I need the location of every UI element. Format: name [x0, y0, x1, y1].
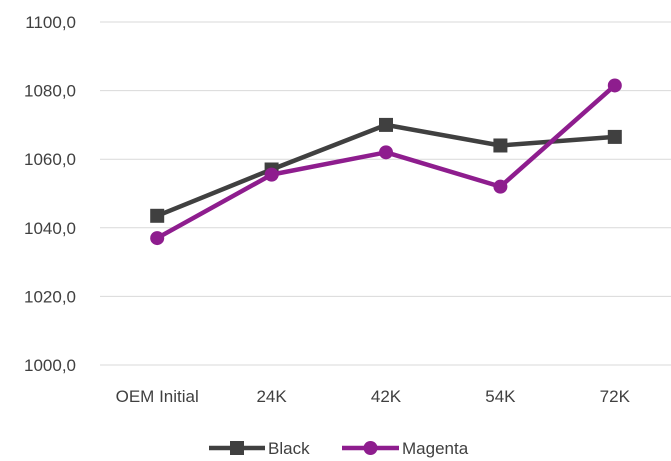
- series-magenta: [150, 78, 622, 246]
- data-point-black: [379, 117, 393, 132]
- legend-marker-magenta: [363, 441, 378, 455]
- data-point-black: [493, 138, 508, 153]
- x-tick-label: 24K: [256, 387, 287, 406]
- series-black: [150, 117, 622, 223]
- y-tick-label: 1000,0: [24, 356, 76, 375]
- y-tick-label: 1040,0: [24, 219, 76, 238]
- series-lines: [150, 78, 622, 246]
- y-tick-label: 1100,0: [25, 13, 76, 32]
- legend-marker-black: [230, 441, 244, 455]
- series-line-magenta: [156, 83, 617, 241]
- legend-item-magenta: Magenta: [342, 439, 469, 458]
- y-tick-label: 1060,0: [24, 150, 76, 169]
- x-tick-label: OEM Initial: [116, 387, 199, 406]
- data-point-magenta: [264, 167, 279, 182]
- y-tick-label: 1080,0: [24, 82, 76, 101]
- legend-label-black: Black: [268, 439, 310, 458]
- x-tick-label: 42K: [371, 387, 402, 406]
- y-axis-tick-labels: 1000,0 1020,0 1040,0 1060,0 1080,0 1100,0: [24, 13, 76, 375]
- x-axis-tick-labels: OEM Initial 24K 42K 54K 72K: [116, 387, 631, 406]
- data-point-magenta: [493, 179, 508, 194]
- legend: Black Magenta: [209, 439, 469, 458]
- legend-item-black: Black: [209, 439, 310, 458]
- data-point-black: [607, 129, 622, 144]
- y-tick-label: 1020,0: [24, 287, 76, 306]
- data-point-magenta: [607, 78, 622, 93]
- data-point-magenta: [379, 145, 393, 160]
- x-tick-label: 72K: [600, 387, 631, 406]
- gridlines: [100, 21, 671, 366]
- data-point-magenta: [150, 231, 165, 246]
- x-tick-label: 54K: [485, 387, 516, 406]
- data-point-black: [150, 208, 165, 223]
- legend-label-magenta: Magenta: [402, 439, 469, 458]
